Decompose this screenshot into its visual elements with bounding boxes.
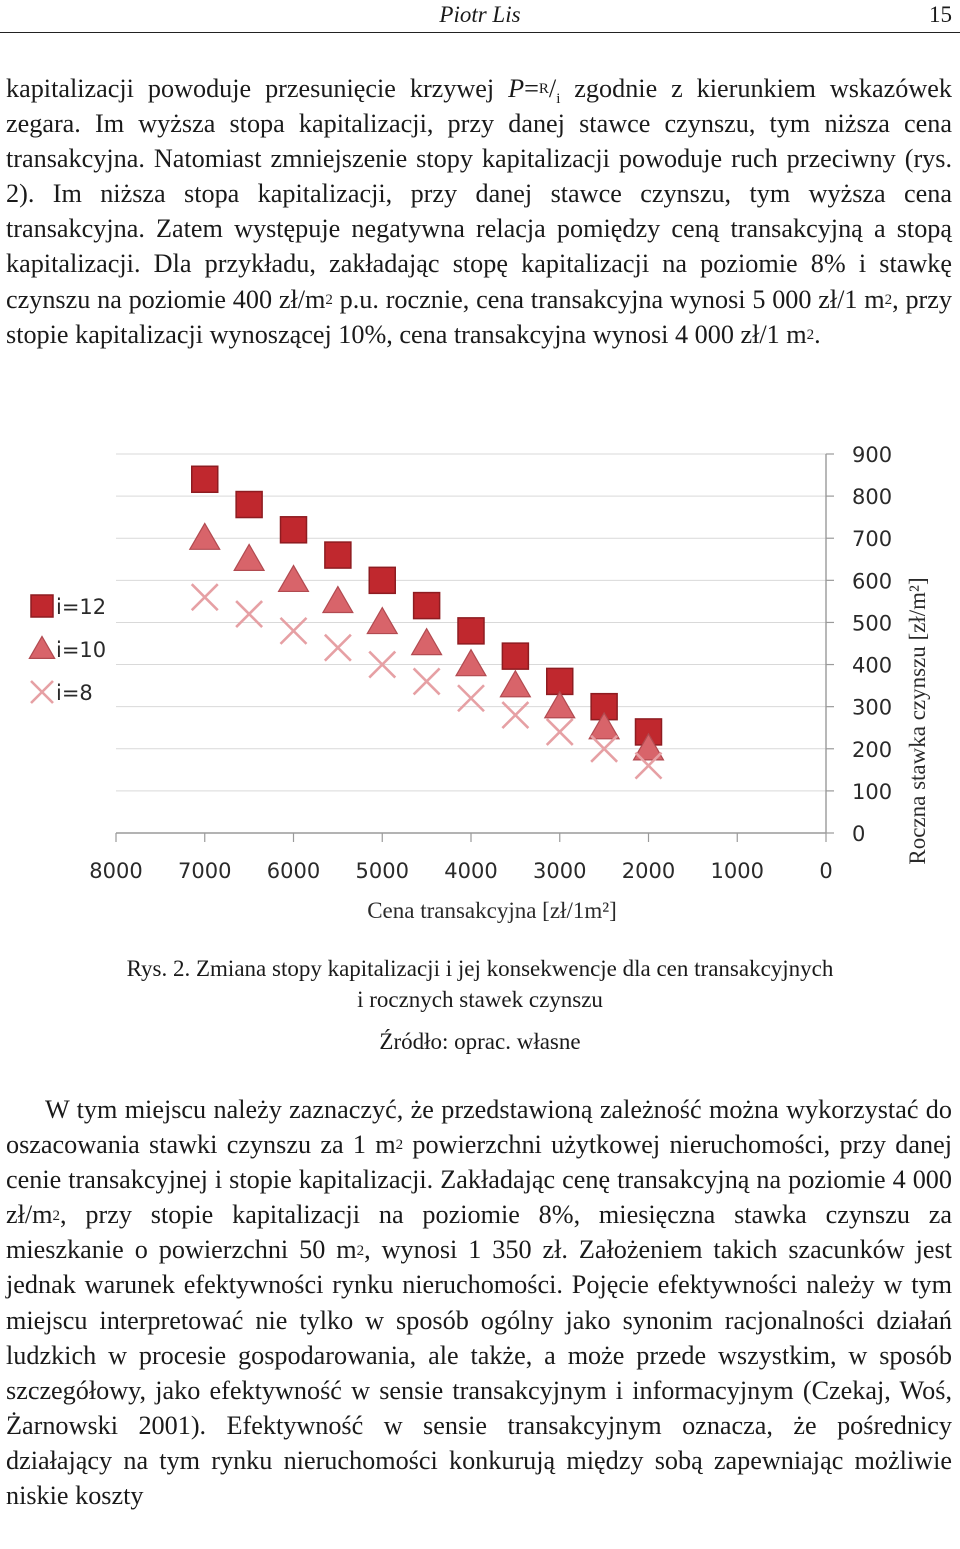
header-author: Piotr Lis	[439, 2, 521, 27]
data-point-i-10	[410, 627, 443, 656]
y-tick-label: 100	[852, 780, 892, 804]
data-point-i-12	[279, 516, 308, 544]
data-point-i-8	[190, 583, 219, 612]
formula-i: i	[556, 91, 561, 108]
legend-marker-i-8	[30, 680, 54, 704]
legend-marker-i-10	[28, 635, 56, 660]
figure-2: 0 100 200 300 400 500 600 700 800 900 8000 7000 6000…	[0, 430, 960, 940]
text-run: , wynosi 1 350 zł. Założeniem takich sza…	[6, 1235, 952, 1511]
running-header: Piotr Lis 15	[0, 0, 960, 33]
data-point-i-10	[366, 606, 399, 635]
superscript: 2	[325, 291, 333, 308]
data-point-i-12	[501, 642, 530, 670]
data-point-i-8	[545, 718, 574, 746]
data-point-i-8	[590, 734, 619, 763]
x-tick-label: 0	[819, 859, 832, 883]
y-tick-label: 200	[852, 738, 892, 762]
page-number: 15	[929, 2, 952, 27]
caption-line-2: i rocznych stawek czynszu	[357, 987, 603, 1012]
legend-marker-i-12	[30, 594, 54, 618]
data-point-i-8	[634, 751, 663, 780]
x-tick-label: 7000	[178, 859, 231, 883]
data-point-i-10	[188, 522, 221, 550]
superscript: 2	[884, 291, 893, 308]
text-run: , przy stopie kapitalizacji na poziomie …	[6, 1200, 952, 1265]
text-run: powierzchni użytkowej nieruchomości, prz…	[6, 1130, 952, 1230]
data-point-i-10	[543, 690, 576, 719]
x-tick-label: 6000	[267, 859, 320, 883]
y-tick-label: 800	[852, 485, 892, 509]
data-point-i-8	[279, 616, 308, 645]
data-point-i-8	[501, 701, 530, 730]
data-point-i-10	[499, 669, 532, 698]
paragraph-2: W tym miejscu należy zaznaczyć, że przed…	[6, 1092, 952, 1513]
text-run: W tym miejscu należy zaznaczyć, że przed…	[6, 1095, 952, 1160]
y-tick-label: 400	[852, 654, 892, 678]
data-point-i-12	[412, 591, 441, 620]
data-point-i-8	[412, 667, 441, 696]
data-point-i-8	[457, 684, 485, 713]
caption-line-1: Rys. 2. Zmiana stopy kapitalizacji i jej…	[126, 956, 834, 981]
y-tick-label: 0	[852, 822, 865, 846]
y-tick-label: 600	[852, 569, 892, 593]
data-point-i-12	[235, 490, 263, 519]
superscript: 2	[806, 326, 815, 343]
figure-source: Źródło: oprac. własne	[379, 1029, 581, 1054]
data-point-i-12	[546, 667, 574, 696]
superscript: 2	[356, 1242, 365, 1259]
data-point-i-10	[632, 732, 665, 761]
scatter-chart: 0 100 200 300 400 500 600 700 800 900 8000 7000 6000…	[28, 443, 930, 923]
formula-r: R	[538, 81, 549, 98]
data-point-i-8	[235, 600, 264, 628]
text-run: kapitalizacji powoduje przesunięcie krzy…	[6, 74, 509, 103]
x-tick-label: 5000	[356, 859, 409, 883]
x-tick-label: 3000	[533, 859, 586, 883]
text-run: zgodnie z kierunkiem wskazówek zegara. I…	[6, 74, 952, 314]
x-tick-label: 8000	[89, 859, 142, 883]
data-point-i-8	[368, 650, 397, 679]
y-tick-label: 500	[852, 611, 892, 635]
x-axis-title: Cena transakcyjna [zł/1m²]	[367, 898, 617, 923]
legend-label: i=8	[56, 681, 93, 705]
y-tick-label: 300	[852, 696, 892, 720]
x-tick-label: 4000	[444, 859, 497, 883]
text-run: .	[814, 319, 821, 349]
data-point-i-8	[323, 633, 352, 662]
data-point-i-12	[324, 541, 352, 569]
data-point-i-12	[457, 617, 485, 645]
y-tick-label: 900	[852, 443, 892, 467]
figure-caption: Rys. 2. Zmiana stopy kapitalizacji i jej…	[0, 953, 960, 1015]
paragraph-1: kapitalizacji powoduje przesunięcie krzy…	[6, 71, 952, 352]
text-run: , przy stopie kapitalizacji wynoszącej 1…	[6, 284, 952, 349]
data-point-i-10	[455, 648, 487, 677]
y-tick-label: 700	[852, 527, 892, 551]
superscript: 2	[395, 1137, 404, 1154]
data-point-i-10	[588, 711, 621, 740]
data-point-i-12	[191, 465, 219, 494]
legend-label: i=12	[56, 595, 106, 619]
data-point-i-10	[233, 543, 266, 571]
x-tick-label: 2000	[622, 859, 675, 883]
y-axis-title: Roczna stawka czynszu [zł/m²]	[905, 577, 930, 864]
legend-label: i=10	[56, 638, 106, 662]
data-point-i-10	[277, 564, 310, 593]
text-run: p.u. rocznie, cena transakcyjna wynosi 5…	[332, 284, 885, 314]
formula-eq: =	[524, 74, 539, 103]
x-tick-label: 1000	[711, 859, 764, 883]
superscript: 2	[52, 1207, 61, 1224]
formula: P=R/i	[508, 74, 560, 107]
data-point-i-12	[368, 566, 396, 595]
formula-p: P	[508, 74, 525, 103]
data-point-i-10	[321, 585, 354, 614]
formula-slash: /	[548, 74, 557, 103]
